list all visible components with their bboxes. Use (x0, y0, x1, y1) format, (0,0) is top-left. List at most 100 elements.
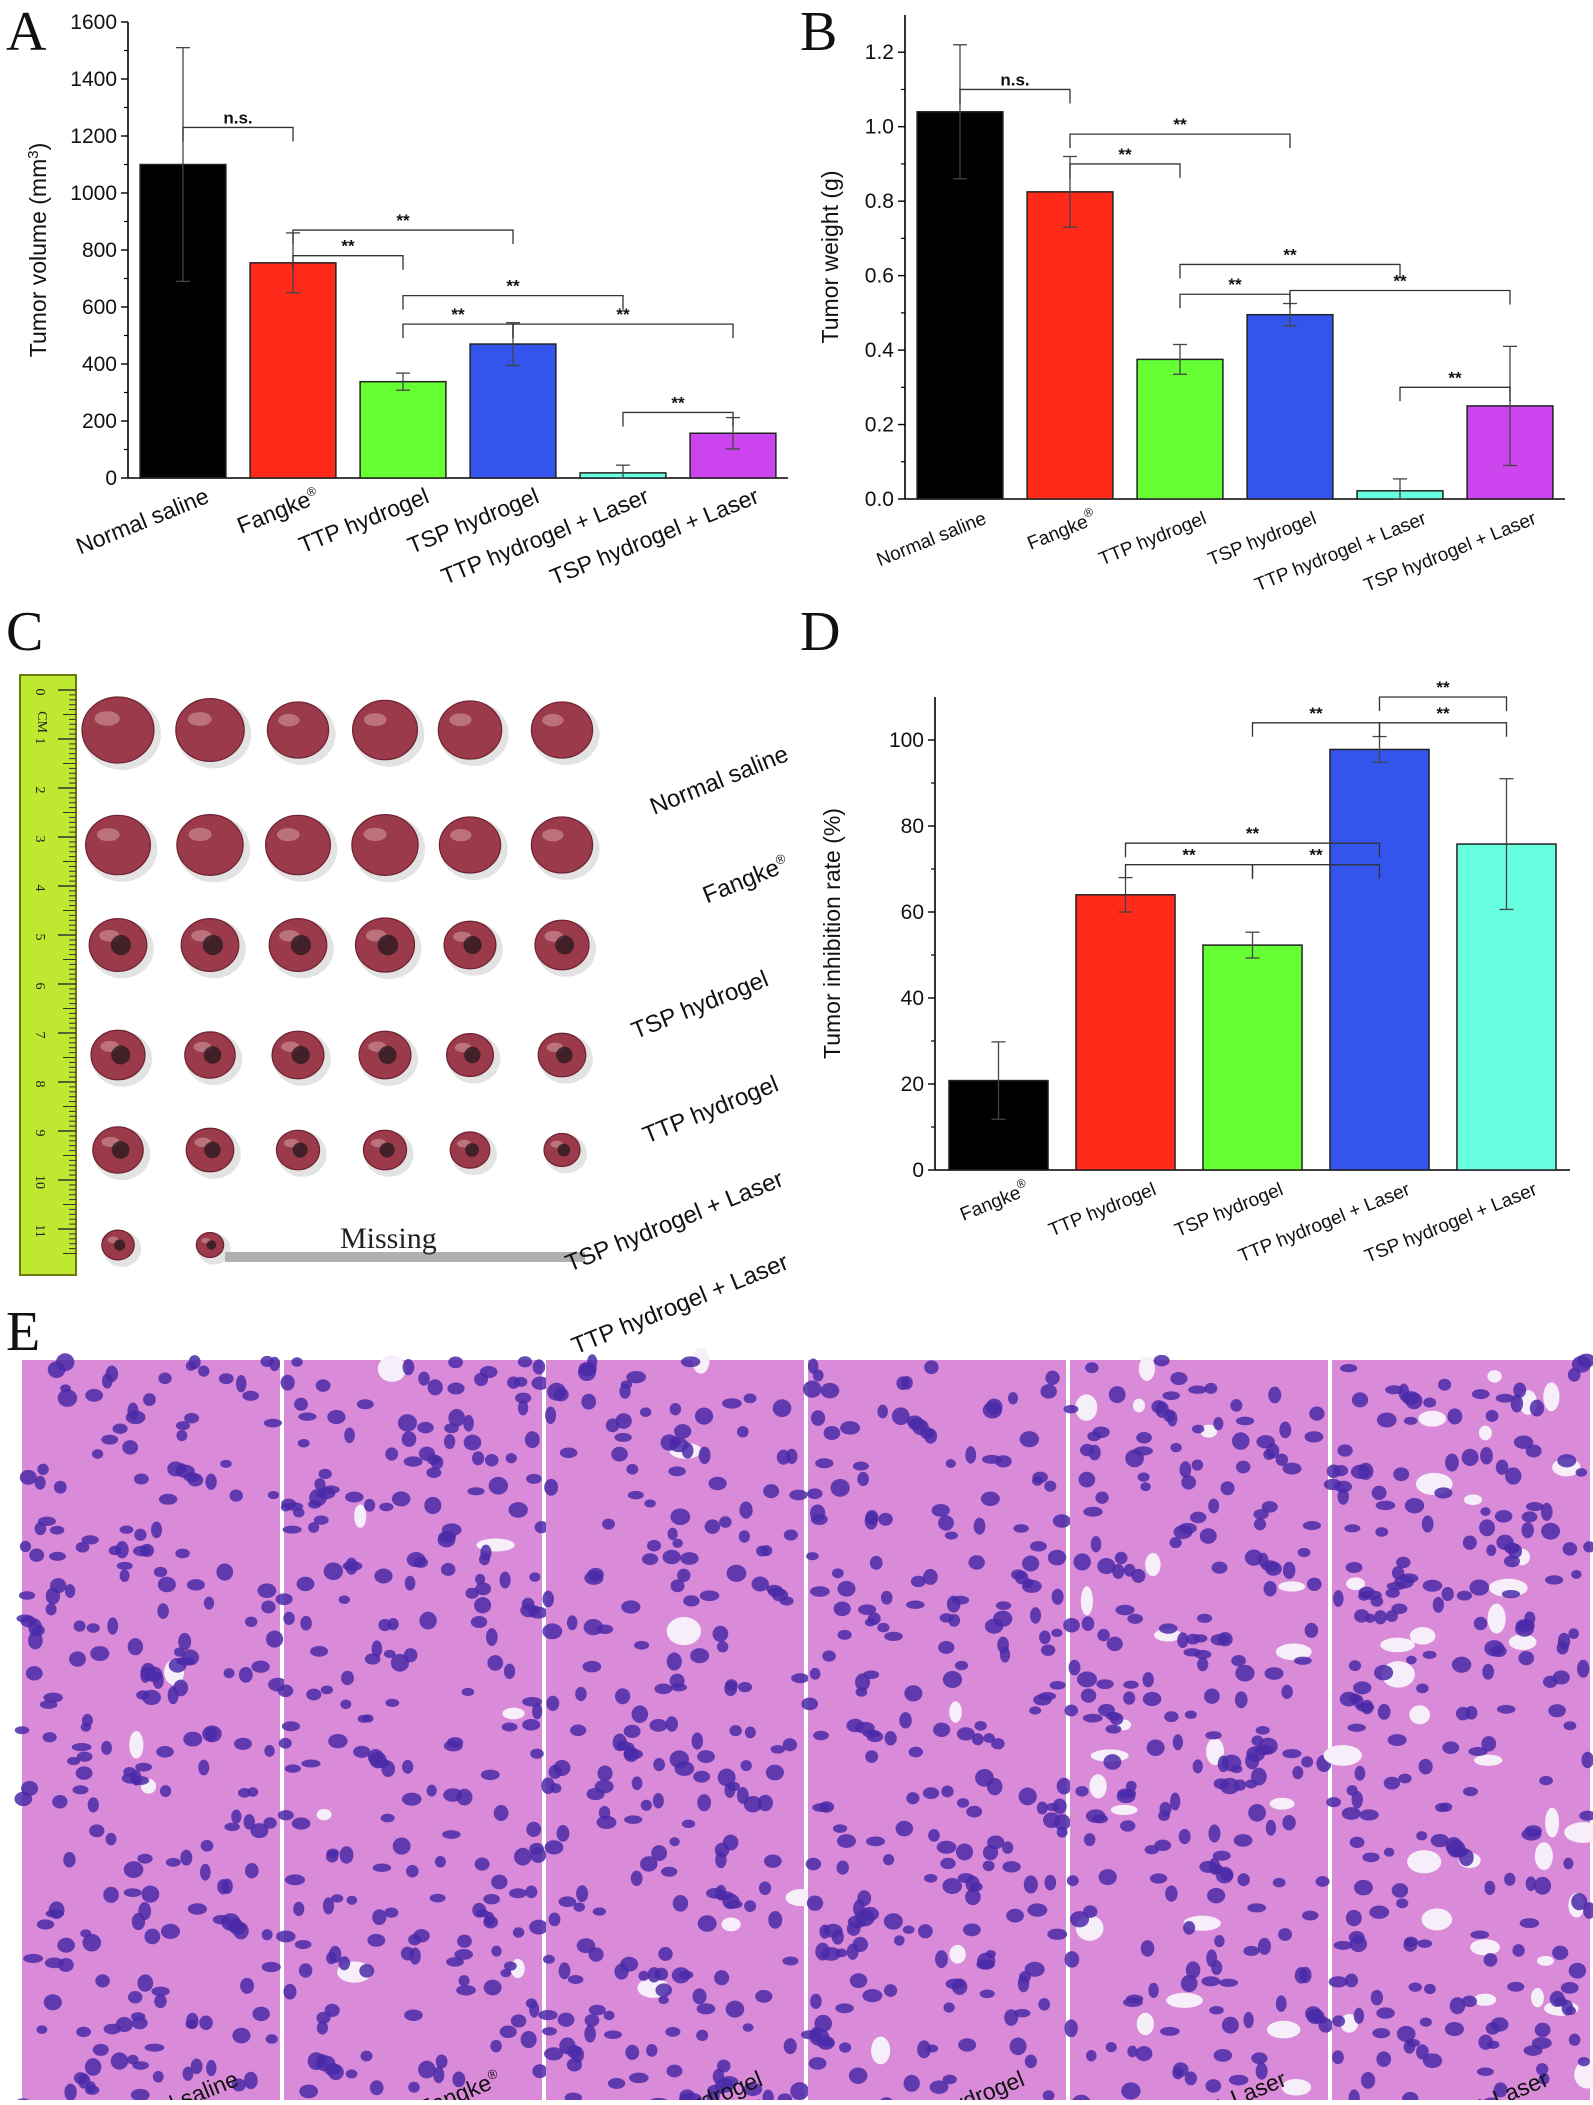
histology-nucleus (1190, 1512, 1206, 1524)
histology-nucleus (153, 2071, 164, 2083)
histology-nucleus (1251, 2052, 1267, 2064)
histology-nucleus (1474, 1617, 1487, 1630)
histology-nucleus (955, 1661, 968, 1671)
histology-nucleus (120, 1569, 130, 1582)
histology-nucleus (511, 2014, 526, 2027)
histology-nucleus (640, 1407, 651, 1417)
histology-nucleus (928, 1829, 940, 1842)
histology-nucleus (435, 1856, 446, 1867)
histology-nucleus (692, 1733, 703, 1750)
histology-vacuole (1270, 1798, 1295, 1810)
histology-nucleus (442, 1830, 460, 1839)
histology-nucleus (187, 1579, 205, 1590)
histology-nucleus (1131, 1569, 1145, 1583)
histology-vacuole (1324, 1745, 1362, 1766)
histology-nucleus (448, 1409, 465, 1427)
histology-nucleus (1188, 1386, 1207, 1394)
histology-nucleus (761, 1545, 773, 1556)
histology-nucleus (507, 1376, 520, 1388)
histology-nucleus (559, 1962, 571, 1979)
histology-nucleus (906, 1792, 919, 1804)
tumor-necrosis (464, 936, 482, 954)
histology-nucleus (625, 2045, 639, 2060)
histology-nucleus (484, 1980, 502, 1996)
histology-nucleus (663, 1550, 681, 1564)
histology-nucleus (1409, 1982, 1422, 1992)
histology-nucleus (502, 1723, 518, 1732)
bar (1247, 315, 1333, 499)
histology-nucleus (1258, 1938, 1271, 1955)
histology-nucleus (808, 1359, 818, 1374)
histology-nucleus (585, 2014, 600, 2027)
histology-nucleus (201, 1840, 214, 1852)
category-label: TSP hydrogel (1172, 1179, 1286, 1241)
histology-nucleus (474, 1597, 491, 1613)
histology-nucleus (737, 1426, 749, 1437)
histology-nucleus (1075, 1786, 1088, 1797)
histology-nucleus (251, 1661, 269, 1673)
histology-nucleus (43, 1732, 57, 1742)
histology-nucleus (402, 1793, 422, 1806)
histology-nucleus (316, 1379, 331, 1392)
histology-nucleus (276, 1593, 293, 1605)
histology-nucleus (340, 1846, 354, 1863)
histology-nucleus (63, 1852, 75, 1867)
histology-nucleus (1433, 1597, 1444, 1613)
histology-nucleus (1079, 1472, 1096, 1488)
histology-nucleus (74, 1620, 86, 1631)
histology-nucleus (856, 1687, 868, 1696)
histology-nucleus (504, 1664, 515, 1679)
histology-nucleus (573, 1902, 585, 1911)
histology-nucleus (60, 1384, 71, 1392)
histology-nucleus (604, 2011, 615, 2021)
histology-nucleus (1281, 1685, 1292, 1699)
histology-nucleus (1374, 1665, 1393, 1680)
histology-vacuole (1409, 1705, 1430, 1724)
histology-nucleus (1254, 1518, 1266, 1530)
histology-nucleus (530, 1749, 544, 1759)
histology-nucleus (1576, 1468, 1587, 1477)
histology-nucleus (374, 1569, 392, 1584)
histology-nucleus (57, 1938, 75, 1953)
histology-nucleus (1256, 1726, 1270, 1735)
histology-nucleus (384, 1650, 396, 1658)
histology-nucleus (1018, 1975, 1030, 1993)
histology-nucleus (1342, 1807, 1361, 1820)
histology-nucleus (674, 1761, 694, 1776)
significance-label: n.s. (1000, 70, 1029, 89)
histology-nucleus (1045, 1371, 1059, 1385)
histology-nucleus (866, 1836, 885, 1846)
significance-label: ** (451, 305, 465, 324)
y-tick-label: 0.0 (865, 488, 894, 511)
histology-nucleus (326, 1850, 338, 1862)
histology-nucleus (430, 1894, 446, 1903)
histology-nucleus (464, 1435, 482, 1451)
histology-nucleus (306, 1689, 321, 1701)
histology-nucleus (1344, 1524, 1360, 1532)
histology-nucleus (705, 1519, 720, 1534)
histology-nucleus (1099, 1869, 1117, 1885)
histology-nucleus (1098, 1704, 1115, 1717)
histology-nucleus (554, 1388, 569, 1402)
histology-nucleus (549, 1913, 561, 1927)
histology-nucleus (1236, 1417, 1254, 1426)
panel-letter-a: A (6, 1, 47, 63)
histology-nucleus (324, 1562, 343, 1580)
histology-nucleus (777, 1450, 791, 1465)
y-tick-label: 100 (889, 729, 924, 752)
histology-nucleus (295, 1940, 312, 1949)
histology-nucleus (1553, 1670, 1570, 1684)
histology-nucleus (1027, 1903, 1047, 1916)
histology-vacuole (1537, 1956, 1554, 1966)
histology-nucleus (76, 1766, 93, 1779)
histology-nucleus (340, 1700, 351, 1710)
histology-nucleus (1371, 1990, 1383, 2005)
histology-nucleus (1347, 1785, 1358, 1796)
histology-nucleus (1151, 1400, 1166, 1413)
histology-nucleus (159, 1494, 177, 1505)
histology-vacuole (949, 1701, 962, 1722)
ruler-number: 11 (32, 1224, 47, 1237)
histology-nucleus (1442, 1741, 1459, 1753)
histology-nucleus (1123, 1691, 1135, 1704)
